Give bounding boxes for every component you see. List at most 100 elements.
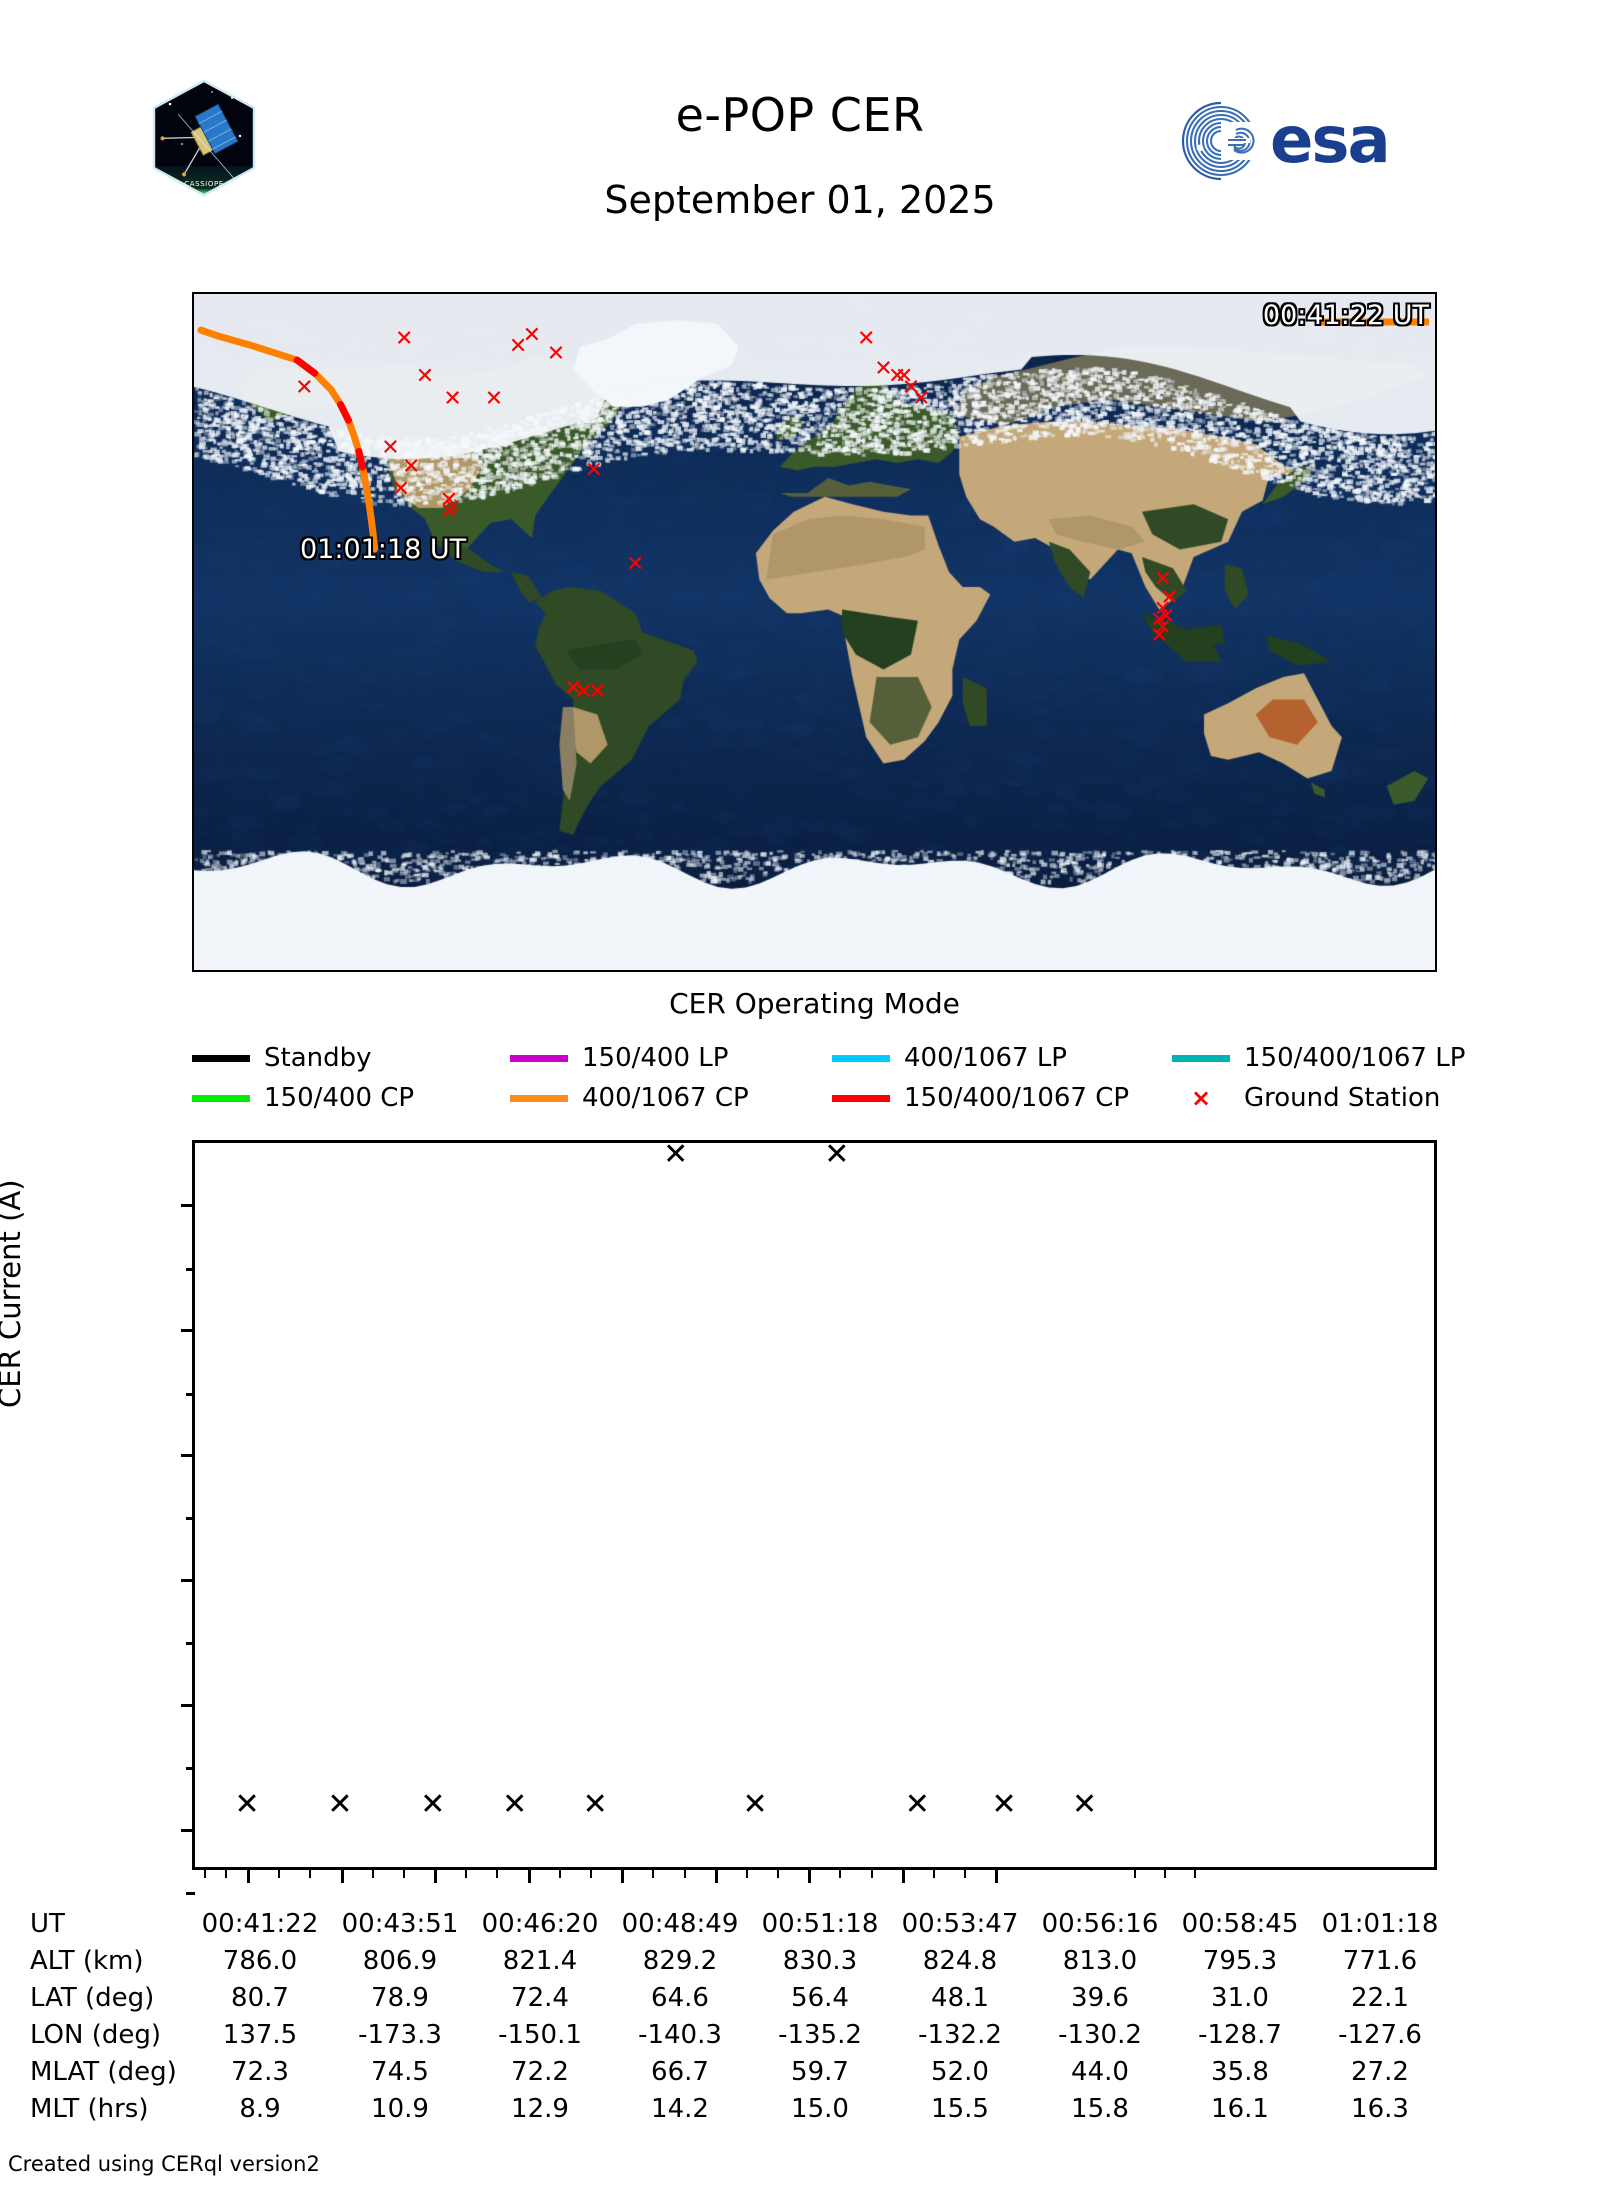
table-cell: 74.5 <box>330 2053 470 2090</box>
table-cell: 00:53:47 <box>890 1905 1030 1942</box>
cer-current-plot: ✕✕✕✕✕✕✕✕✕✕✕ 0.4750.4800.4850.4900.4950.5… <box>192 1140 1437 1870</box>
x-axis-minor-tick <box>204 1867 206 1878</box>
x-axis-minor-tick <box>465 1867 467 1878</box>
table-row-label: ALT (km) <box>30 1942 190 1979</box>
data-point-marker: ✕ <box>234 1790 259 1820</box>
legend-item-ground-station: × Ground Station <box>1172 1080 1440 1116</box>
table-row-label: LON (deg) <box>30 2016 190 2053</box>
table-cell: 137.5 <box>190 2016 330 2053</box>
y-axis-tick <box>181 1329 195 1332</box>
x-axis-minor-tick <box>652 1867 654 1878</box>
x-axis-minor-tick <box>403 1867 405 1878</box>
x-axis-tick <box>621 1867 624 1883</box>
data-point-marker: ✕ <box>1072 1790 1097 1820</box>
y-axis-minor-tick <box>186 1767 195 1770</box>
table-row-label: MLT (hrs) <box>30 2090 190 2127</box>
y-axis-minor-tick <box>186 1393 195 1396</box>
x-axis-minor-tick <box>309 1867 311 1878</box>
legend-color-swatch <box>192 1055 250 1062</box>
world-map-panel: ✕ ✕ ✕ ✕ ✕ ✕ ✕ ✕ ✕ ✕ ✕ ✕ ✕ ✕ ✕ ✕ ✕ ✕ ✕ ✕ ✕ ✕ ✕ ✕ ✕ ✕ ✕ ✕ ✕ ✕ ✕ ✕ 00:41:2… <box>192 292 1437 972</box>
orbit-track-segment <box>217 336 375 549</box>
table-cell: 72.2 <box>470 2053 610 2090</box>
ground-station-marker: ✕ <box>295 375 313 400</box>
x-axis-tick <box>808 1867 811 1883</box>
y-axis-minor-tick <box>186 1892 195 1895</box>
x-axis-minor-tick <box>684 1867 686 1878</box>
page-date: September 01, 2025 <box>0 178 1600 222</box>
legend-color-swatch <box>832 1095 890 1102</box>
table-cell: 829.2 <box>610 1942 750 1979</box>
ground-station-marker: ✕ <box>509 334 527 359</box>
data-point-marker: ✕ <box>327 1790 352 1820</box>
legend-item-150-400-1067-lp: 150/400/1067 LP <box>1172 1040 1465 1076</box>
x-axis-minor-tick <box>839 1867 841 1878</box>
legend-item-400-1067-cp: 400/1067 CP <box>510 1080 749 1116</box>
ground-station-marker: ✕ <box>547 342 565 367</box>
table-cell: 56.4 <box>750 1979 890 2016</box>
table-cell: -128.7 <box>1170 2016 1310 2053</box>
table-cell: 00:56:16 <box>1030 1905 1170 1942</box>
data-point-marker: ✕ <box>420 1790 445 1820</box>
legend-color-swatch <box>192 1095 250 1102</box>
ground-station-marker: ✕ <box>440 499 458 524</box>
legend: Standby 150/400 LP 400/1067 LP 150/400/1067… <box>192 1040 1437 1118</box>
legend-label: 150/400/1067 LP <box>1244 1043 1465 1073</box>
page-title: e-POP CER <box>0 88 1600 142</box>
table-cell: 22.1 <box>1310 1979 1450 2016</box>
y-axis-tick <box>181 1829 195 1832</box>
x-axis-minor-tick <box>559 1867 561 1878</box>
y-axis-tick <box>181 1704 195 1707</box>
table-row-label: MLAT (deg) <box>30 2053 190 2090</box>
legend-label: 400/1067 LP <box>904 1043 1067 1073</box>
x-axis-minor-tick <box>278 1867 280 1878</box>
table-cell: 00:48:49 <box>610 1905 750 1942</box>
table-cell: -130.2 <box>1030 2016 1170 2053</box>
data-point-marker: ✕ <box>824 1140 849 1170</box>
table-cell: 00:46:20 <box>470 1905 610 1942</box>
table-cell: 00:41:22 <box>190 1905 330 1942</box>
orbit-track-segment <box>297 360 315 373</box>
x-axis-tick <box>341 1867 344 1883</box>
table-cell: -132.2 <box>890 2016 1030 2053</box>
table-cell: 31.0 <box>1170 1979 1310 2016</box>
x-axis-minor-tick <box>1194 1867 1196 1878</box>
orbit-track-segment <box>341 404 349 420</box>
table-row: MLT (hrs) 8.9 10.9 12.9 14.2 15.0 15.5 15.8 16.1… <box>30 2090 1450 2127</box>
table-cell: 806.9 <box>330 1942 470 1979</box>
y-axis-minor-tick <box>186 1642 195 1645</box>
table-cell: 16.3 <box>1310 2090 1450 2127</box>
table-cell: 78.9 <box>330 1979 470 2016</box>
table-cell: -127.6 <box>1310 2016 1450 2053</box>
data-point-marker: ✕ <box>742 1790 767 1820</box>
table-cell: 01:01:18 <box>1310 1905 1450 1942</box>
y-axis-tick <box>181 1204 195 1207</box>
x-axis-tick <box>995 1867 998 1883</box>
table-cell: 786.0 <box>190 1942 330 1979</box>
table-cell: 15.0 <box>750 2090 890 2127</box>
x-axis-minor-tick <box>777 1867 779 1878</box>
ground-station-marker: ✕ <box>392 477 410 502</box>
legend-item-150-400-cp: 150/400 CP <box>192 1080 414 1116</box>
ut-end-label: 01:01:18 UT <box>300 534 466 565</box>
x-axis-minor-tick <box>871 1867 873 1878</box>
table-cell: -135.2 <box>750 2016 890 2053</box>
x-axis-minor-tick <box>746 1867 748 1878</box>
x-axis-minor-tick <box>590 1867 592 1878</box>
table-row: MLAT (deg) 72.3 74.5 72.2 66.7 59.7 52.0 44.0 35… <box>30 2053 1450 2090</box>
table-cell: 16.1 <box>1170 2090 1310 2127</box>
table-cell: 821.4 <box>470 1942 610 1979</box>
table-row: ALT (km) 786.0 806.9 821.4 829.2 830.3 824.8 81… <box>30 1942 1450 1979</box>
legend-label: 150/400 LP <box>582 1043 728 1073</box>
ground-station-marker: ✕ <box>402 454 420 479</box>
ground-station-marker: ✕ <box>1150 623 1168 648</box>
x-axis-tick <box>902 1867 905 1883</box>
ground-station-marker: ✕ <box>912 387 930 412</box>
ground-station-marker-icon: × <box>1172 1088 1230 1108</box>
ground-station-marker: ✕ <box>443 387 461 412</box>
legend-label: Standby <box>264 1043 372 1073</box>
table-cell: 830.3 <box>750 1942 890 1979</box>
data-point-marker: ✕ <box>991 1790 1016 1820</box>
table-cell: 72.4 <box>470 1979 610 2016</box>
table-cell: 8.9 <box>190 2090 330 2127</box>
table-cell: 48.1 <box>890 1979 1030 2016</box>
